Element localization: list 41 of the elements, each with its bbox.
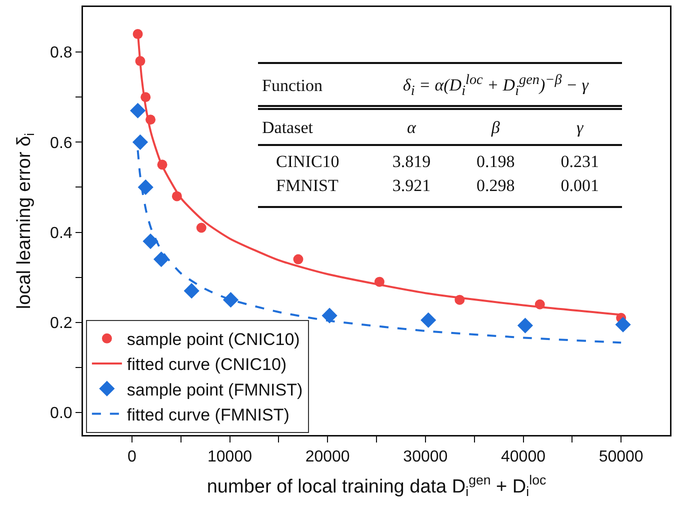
legend-label: sample point (FMNIST) bbox=[126, 380, 303, 400]
text: 0.198 bbox=[476, 152, 515, 172]
text: 0.231 bbox=[560, 152, 599, 172]
point bbox=[132, 134, 148, 150]
point bbox=[153, 251, 170, 268]
y-tick-label: 0.2 bbox=[50, 314, 72, 332]
point bbox=[222, 292, 239, 308]
point bbox=[420, 312, 436, 328]
text: 3.921 bbox=[392, 176, 431, 196]
y-tick-label: 0.6 bbox=[50, 134, 72, 152]
point bbox=[196, 222, 206, 233]
text: Function bbox=[262, 76, 322, 96]
text: 3.819 bbox=[392, 152, 431, 172]
text: CINIC10 bbox=[276, 152, 340, 172]
y-tick-label: 0.8 bbox=[50, 44, 72, 62]
x-tick-label: 50000 bbox=[598, 448, 644, 466]
point bbox=[184, 283, 200, 299]
text: γ bbox=[576, 118, 584, 138]
x-tick-label: 10000 bbox=[208, 448, 252, 466]
point bbox=[517, 318, 534, 334]
legend-label: fitted curve (CNIC10) bbox=[126, 355, 287, 374]
point bbox=[322, 308, 338, 324]
point bbox=[130, 102, 146, 118]
legend-label: fitted curve (FMNIST) bbox=[126, 405, 290, 424]
x-tick-label: 30000 bbox=[403, 448, 448, 466]
text: Dataset bbox=[262, 118, 313, 138]
text: 0.001 bbox=[560, 176, 599, 196]
point bbox=[615, 316, 631, 332]
point bbox=[142, 233, 158, 250]
x-tick-label: 0 bbox=[127, 448, 136, 466]
text: 0.298 bbox=[476, 176, 515, 196]
legend-label: sample point (CNIC10) bbox=[126, 330, 300, 350]
text: FMNIST bbox=[276, 176, 338, 196]
y-tick-label: 0.0 bbox=[50, 405, 72, 422]
y-tick-label: 0.4 bbox=[50, 224, 72, 242]
text: β bbox=[491, 118, 500, 138]
x-tick-label: 40000 bbox=[501, 448, 546, 466]
x-tick-label: 20000 bbox=[305, 448, 350, 466]
text: δ$_{i}$ = α(D$_{i}$$^{loc}$ + D$_{i}$$^{gen}$)$^{−β}$ − γ bbox=[402, 72, 588, 100]
point bbox=[293, 254, 304, 264]
text: α bbox=[406, 118, 416, 138]
